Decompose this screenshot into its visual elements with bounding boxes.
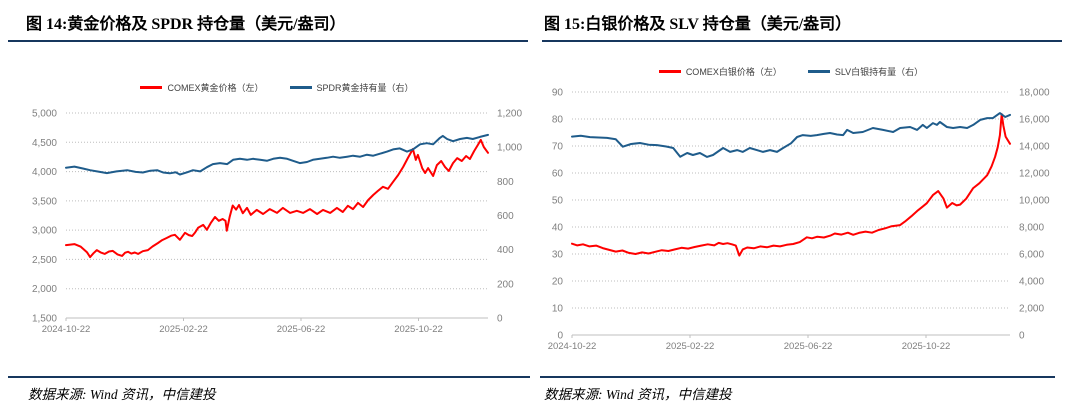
svg-text:60: 60 [552,169,564,180]
svg-text:2024-10-22: 2024-10-22 [42,324,91,335]
silver-title-rule [542,40,1062,42]
legend-item-silver-price: COMEX白银价格（左） [658,65,782,78]
silver-legend: COMEX白银价格（左） SLV白银持有量（右） [572,65,1010,78]
svg-text:5,000: 5,000 [32,109,57,120]
svg-text:2025-10-22: 2025-10-22 [902,341,951,352]
svg-text:50: 50 [552,196,564,207]
panel-silver-chart: 图 15:白银价格及 SLV 持仓量（美元/盎司） COMEX白银价格（左） S… [540,0,1080,416]
panel-gold-chart: 图 14:黄金价格及 SPDR 持仓量（美元/盎司） COMEX黄金价格（左） … [8,16,530,402]
svg-text:800: 800 [497,177,514,188]
svg-text:40: 40 [552,223,564,234]
gold-legend: COMEX黄金价格（左） SPDR黄金持有量（右） [66,81,488,94]
svg-text:0: 0 [557,331,563,342]
svg-text:600: 600 [497,211,514,222]
svg-text:2025-02-22: 2025-02-22 [159,324,208,335]
gold-title-rule [8,40,528,42]
svg-text:16,000: 16,000 [1019,115,1050,126]
svg-text:4,500: 4,500 [32,138,57,149]
silver-chart-title: 图 15:白银价格及 SLV 持仓量（美元/盎司） [544,16,852,33]
svg-text:3,500: 3,500 [32,196,57,207]
gold-chart-svg: 5,000 4,500 4,000 3,500 3,000 2,500 2,000 1,500… [32,109,522,336]
silver-source-text: 数据来源: Wind 资讯，中信建投 [544,387,732,402]
svg-text:30: 30 [552,250,564,261]
svg-text:18,000: 18,000 [1019,88,1050,99]
svg-text:2025-02-22: 2025-02-22 [666,341,715,352]
legend-label-spdr-holdings: SPDR黄金持有量（右） [316,83,414,93]
gold-price-line-marker [140,86,163,89]
silver-price-line-marker [658,70,681,73]
svg-text:1,500: 1,500 [32,314,57,325]
legend-label-gold-price: COMEX黄金价格（左） [167,83,264,93]
svg-text:400: 400 [497,245,514,256]
legend-item-slv-holdings: SLV白银持有量（右） [807,65,924,78]
legend-label-silver-price: COMEX白银价格（左） [685,67,782,77]
spdr-holdings-line-marker [289,86,312,89]
slv-holdings-line-marker [807,70,830,73]
svg-text:1,000: 1,000 [497,143,522,154]
svg-text:2025-06-22: 2025-06-22 [277,324,326,335]
svg-text:6,000: 6,000 [1019,250,1044,261]
legend-label-slv-holdings: SLV白银持有量（右） [834,67,924,77]
gold-source-text: 数据来源: Wind 资讯，中信建投 [28,387,216,402]
svg-text:4,000: 4,000 [1019,277,1044,288]
svg-text:2024-10-22: 2024-10-22 [548,341,597,352]
svg-text:0: 0 [1019,331,1025,342]
silver-chart-svg: 90 80 70 60 50 40 30 20 10 0 18,000 16,000 14,000 12,… [548,88,1050,353]
svg-text:8,000: 8,000 [1019,223,1044,234]
svg-text:20: 20 [552,277,564,288]
svg-text:10,000: 10,000 [1019,196,1050,207]
svg-text:14,000: 14,000 [1019,142,1050,153]
svg-text:3,000: 3,000 [32,226,57,237]
svg-text:80: 80 [552,115,564,126]
gold-chart-title: 图 14:黄金价格及 SPDR 持仓量（美元/盎司） [26,16,346,33]
svg-text:12,000: 12,000 [1019,169,1050,180]
svg-text:2,000: 2,000 [1019,304,1044,315]
gold-source-rule [8,376,530,378]
svg-text:2025-10-22: 2025-10-22 [394,324,443,335]
svg-text:0: 0 [497,314,503,325]
svg-text:10: 10 [552,304,564,315]
svg-text:1,200: 1,200 [497,109,522,120]
svg-text:90: 90 [552,88,564,99]
svg-text:2,500: 2,500 [32,255,57,266]
silver-source-rule [540,376,1055,378]
svg-text:2025-06-22: 2025-06-22 [784,341,833,352]
svg-text:70: 70 [552,142,564,153]
svg-text:2,000: 2,000 [32,284,57,295]
svg-text:200: 200 [497,279,514,290]
legend-item-gold-price: COMEX黄金价格（左） [140,81,264,94]
svg-text:4,000: 4,000 [32,167,57,178]
legend-item-spdr-holdings: SPDR黄金持有量（右） [289,81,414,94]
